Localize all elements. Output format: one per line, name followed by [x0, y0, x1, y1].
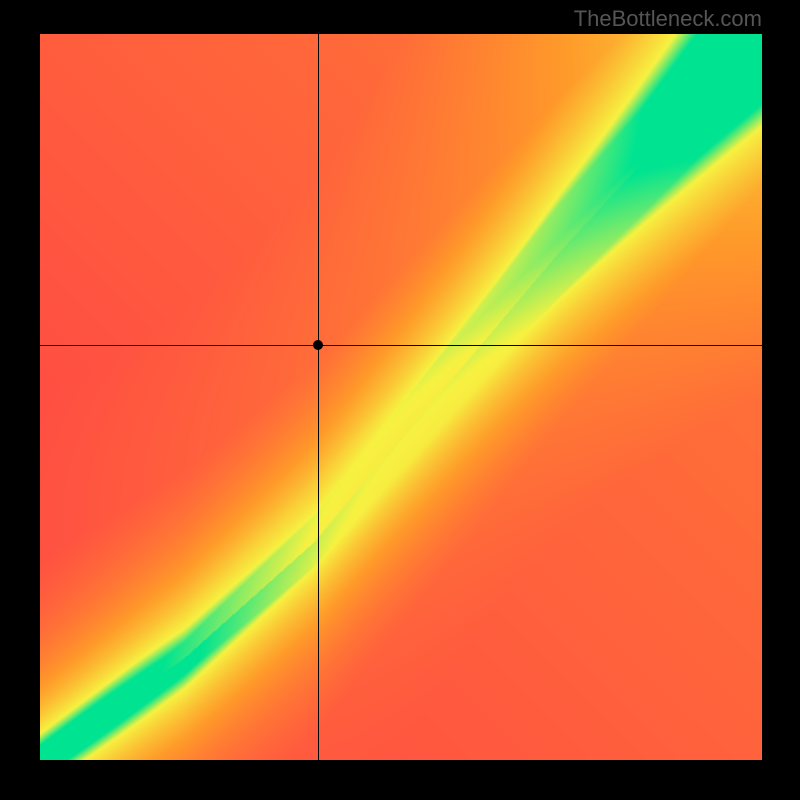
heatmap-canvas: [40, 34, 762, 760]
watermark-text: TheBottleneck.com: [574, 6, 762, 32]
heatmap-plot: [40, 34, 762, 760]
crosshair-horizontal: [40, 345, 762, 346]
crosshair-vertical: [318, 34, 319, 760]
crosshair-marker: [313, 340, 323, 350]
